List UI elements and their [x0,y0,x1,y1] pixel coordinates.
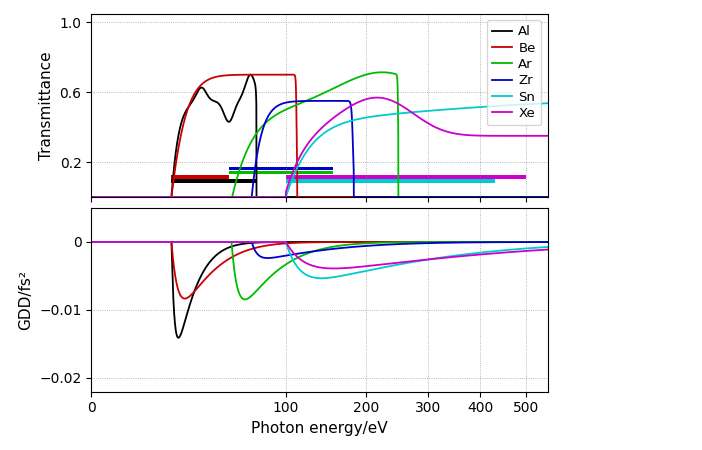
Sn [543,100,552,106]
Sn [494,103,502,108]
Ar [87,194,95,200]
Sn [451,106,459,112]
Line: Zr: Zr [91,101,548,197]
Al [543,194,552,200]
Xe [543,133,552,139]
Zr [451,194,459,200]
Line: Al: Al [91,75,548,197]
Ar [438,194,446,200]
Bar [229,171,333,175]
Be [286,72,294,77]
Ar [480,194,489,200]
Bar [171,180,256,183]
Legend: Al, Be, Ar, Zr, Sn, Xe: Al, Be, Ar, Zr, Sn, Xe [486,20,541,125]
Bar [229,166,333,171]
Ar [190,194,198,200]
Ar [378,70,386,75]
Be [543,194,552,200]
Ar [451,194,459,200]
Be [480,194,489,200]
Sn [87,194,95,200]
Zr [190,194,198,200]
Xe [438,127,446,133]
Line: Ar: Ar [91,72,548,197]
Be [494,194,503,200]
Be [87,194,95,200]
Al [494,194,503,200]
Xe [362,97,370,102]
Sn [438,107,446,112]
Be [190,93,198,98]
Ar [494,194,503,200]
Al [451,194,459,200]
Zr [543,194,552,200]
Al [362,194,370,200]
Al [190,97,198,102]
Ar [362,72,370,77]
Line: Sn: Sn [91,103,548,197]
Be [438,194,446,200]
Y-axis label: GDD/fs²: GDD/fs² [19,270,34,330]
Zr [480,194,489,200]
Ar [543,194,552,200]
Zr [87,194,95,200]
Be [451,194,459,200]
Xe [494,133,503,139]
Sn [362,115,370,120]
Y-axis label: Transmittance: Transmittance [39,51,54,160]
Bar [171,175,229,179]
Xe [87,194,95,200]
Al [246,72,255,77]
Zr [338,98,347,104]
Line: Xe: Xe [91,98,548,197]
Zr [362,194,370,200]
X-axis label: Photon energy/eV: Photon energy/eV [251,421,388,436]
Xe [480,133,489,139]
Xe [373,95,381,100]
Sn [480,104,489,109]
Line: Be: Be [91,75,548,197]
Al [87,194,95,200]
Zr [438,194,446,200]
Xe [451,131,459,136]
Sn [190,194,198,200]
Al [438,194,446,200]
Bar [286,175,526,179]
Xe [190,194,198,200]
Al [480,194,489,200]
Bar [286,180,495,183]
Be [362,194,370,200]
Zr [494,194,503,200]
